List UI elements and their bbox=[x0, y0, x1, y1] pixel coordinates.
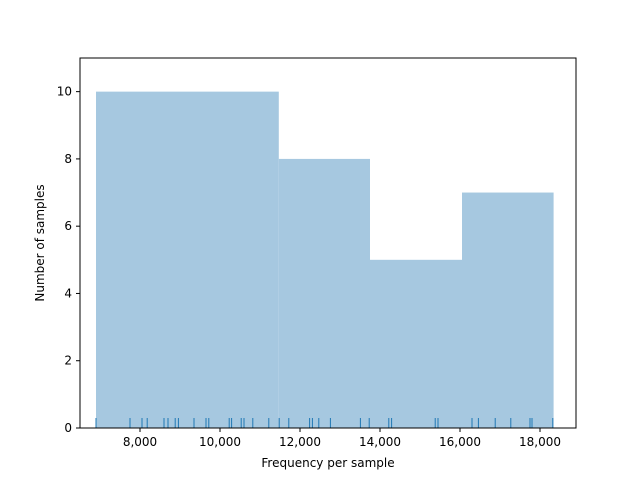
rug-marks bbox=[95, 418, 554, 428]
x-tick-label: 14,000 bbox=[359, 435, 401, 449]
x-tick-label: 18,000 bbox=[519, 435, 561, 449]
histogram-bar-3 bbox=[370, 259, 462, 428]
x-tick-label: 16,000 bbox=[439, 435, 481, 449]
x-axis-label: Frequency per sample bbox=[261, 456, 394, 470]
y-tick-label: 6 bbox=[64, 219, 72, 233]
histogram-bar-1 bbox=[96, 91, 279, 429]
x-tick-label: 8,000 bbox=[123, 435, 157, 449]
x-tick-label: 10,000 bbox=[199, 435, 241, 449]
y-axis-label: Number of samples bbox=[33, 184, 47, 301]
histogram-bars bbox=[96, 91, 554, 429]
y-tick-label: 4 bbox=[64, 286, 72, 300]
y-tick-label: 0 bbox=[64, 421, 72, 435]
y-tick-label: 8 bbox=[64, 152, 72, 166]
x-axis-ticks: 8,000 10,000 12,000 14,000 16,000 18,000 bbox=[123, 428, 561, 449]
plot-frame bbox=[79, 57, 577, 429]
x-tick-label: 12,000 bbox=[279, 435, 321, 449]
y-axis-ticks: 0 2 4 6 8 10 bbox=[57, 85, 80, 435]
histogram-bar-4 bbox=[462, 192, 554, 428]
histogram-bar-2 bbox=[278, 158, 370, 428]
y-tick-label: 2 bbox=[64, 354, 72, 368]
y-tick-label: 10 bbox=[57, 85, 72, 99]
